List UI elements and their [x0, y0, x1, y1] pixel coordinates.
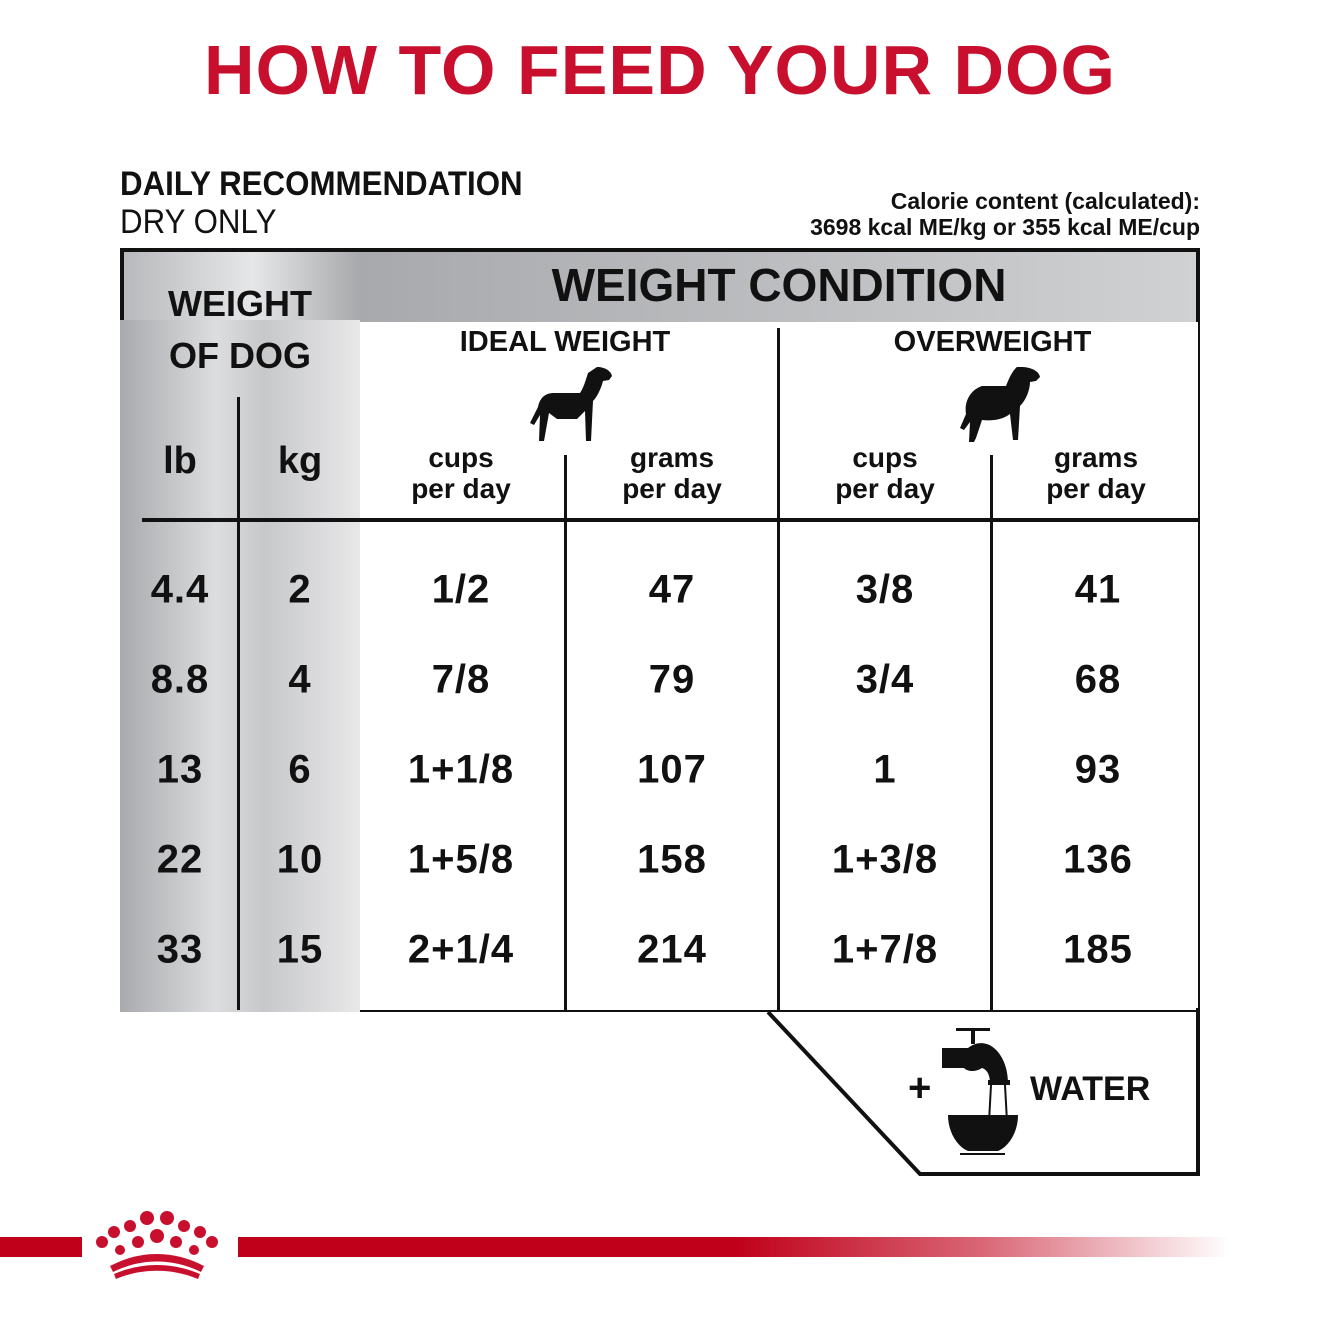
weight-column-bg: [120, 320, 360, 1012]
per-day-label: per day: [835, 473, 935, 504]
cups-label: cups: [852, 442, 918, 473]
per-day-label: per day: [622, 473, 722, 504]
over-grams-header: grams per day: [996, 442, 1196, 504]
water-label: WATER: [1030, 1070, 1151, 1108]
ideal-grams-header: grams per day: [572, 442, 772, 504]
cell-over-grams: 41: [1074, 567, 1122, 612]
cell-over-grams: 68: [1074, 657, 1122, 702]
lb-header: lb: [163, 440, 197, 482]
weight-of-dog-line1: WEIGHT: [168, 283, 312, 324]
cell-lb: 8.8: [150, 657, 210, 702]
ideal-dog-icon: [530, 367, 612, 441]
cell-lb: 13: [156, 747, 204, 792]
cell-ideal-grams: 107: [637, 747, 707, 792]
cell-lb: 4.4: [150, 567, 210, 612]
cell-lb: 33: [156, 927, 204, 972]
cell-ideal-grams: 214: [637, 927, 707, 972]
royal-canin-logo: [96, 1211, 218, 1279]
weight-condition-header: WEIGHT CONDITION: [551, 259, 1007, 311]
weight-of-dog-line2: OF DOG: [169, 335, 311, 376]
cell-over-cups: 3/4: [855, 657, 915, 702]
grams-label: grams: [629, 442, 715, 473]
cell-ideal-grams: 79: [648, 657, 696, 702]
divider: [564, 455, 567, 1010]
grams-label: grams: [1053, 442, 1139, 473]
cell-ideal-grams: 158: [637, 837, 707, 882]
kg-header: kg: [277, 440, 323, 482]
brand-stripe-left: [0, 1237, 82, 1257]
cups-label: cups: [428, 442, 494, 473]
cell-over-cups: 3/8: [855, 567, 915, 612]
cell-over-grams: 136: [1063, 837, 1133, 882]
plus-sign: +: [908, 1066, 932, 1110]
ideal-cups-header: cups per day: [361, 442, 561, 504]
ideal-weight-header: IDEAL WEIGHT: [459, 326, 671, 358]
daily-recommendation-label: DAILY RECOMMENDATION: [120, 165, 523, 203]
water-box: [766, 1008, 1200, 1176]
faucet-bowl-icon: [942, 1028, 1018, 1155]
overweight-dog-icon: [960, 367, 1040, 442]
cell-kg: 6: [288, 747, 312, 792]
cell-ideal-cups: 1+1/8: [407, 747, 515, 792]
calorie-line-1: Calorie content (calculated):: [890, 188, 1200, 214]
cell-over-cups: 1+7/8: [831, 927, 939, 972]
cell-lb: 22: [156, 837, 204, 882]
per-day-label: per day: [411, 473, 511, 504]
header-divider: [142, 518, 1198, 522]
cell-ideal-cups: 7/8: [431, 657, 491, 702]
cell-over-grams: 185: [1063, 927, 1133, 972]
calorie-content: Calorie content (calculated): 3698 kcal …: [810, 188, 1200, 240]
cell-kg: 4: [288, 657, 312, 702]
dry-only-label: DRY ONLY: [120, 203, 277, 241]
cell-kg: 15: [276, 927, 324, 972]
cell-kg: 10: [276, 837, 324, 882]
cell-ideal-grams: 47: [648, 567, 696, 612]
cell-over-cups: 1+3/8: [831, 837, 939, 882]
divider: [237, 397, 240, 1010]
calorie-line-2: 3698 kcal ME/kg or 355 kcal ME/cup: [810, 214, 1200, 240]
per-day-label: per day: [1046, 473, 1146, 504]
over-cups-header: cups per day: [785, 442, 985, 504]
cell-kg: 2: [288, 567, 312, 612]
cell-ideal-cups: 1/2: [431, 567, 491, 612]
brand-stripe-right: [238, 1237, 1230, 1257]
divider: [777, 328, 780, 1010]
cell-over-cups: 1: [873, 747, 897, 792]
cell-ideal-cups: 2+1/4: [407, 927, 515, 972]
cell-ideal-cups: 1+5/8: [407, 837, 515, 882]
overweight-header: OVERWEIGHT: [893, 326, 1092, 358]
page-title: HOW TO FEED YOUR DOG: [204, 31, 1116, 109]
weight-of-dog-header: WEIGHT OF DOG: [120, 278, 360, 382]
cell-over-grams: 93: [1074, 747, 1122, 792]
divider: [990, 455, 993, 1010]
